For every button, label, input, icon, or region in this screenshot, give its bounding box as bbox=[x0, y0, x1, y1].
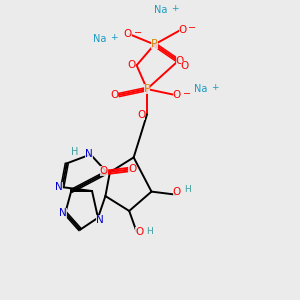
Text: +: + bbox=[211, 83, 218, 92]
Text: −: − bbox=[188, 23, 196, 33]
Text: O: O bbox=[172, 90, 181, 100]
Text: −: − bbox=[183, 88, 191, 98]
Text: O: O bbox=[136, 227, 144, 237]
Text: −: − bbox=[134, 28, 142, 38]
Text: O: O bbox=[128, 164, 136, 174]
Text: N: N bbox=[56, 182, 63, 192]
Text: O: O bbox=[100, 166, 108, 176]
Text: H: H bbox=[184, 185, 191, 194]
Text: O: O bbox=[172, 187, 181, 197]
Text: +: + bbox=[110, 33, 117, 42]
Text: +: + bbox=[171, 4, 178, 13]
Text: O: O bbox=[178, 25, 187, 34]
Text: P: P bbox=[144, 84, 150, 94]
Text: N: N bbox=[96, 215, 103, 225]
Text: O: O bbox=[124, 29, 132, 39]
Text: Na: Na bbox=[194, 84, 207, 94]
Text: P: P bbox=[151, 40, 158, 50]
Text: Na: Na bbox=[93, 34, 106, 44]
Text: O: O bbox=[181, 61, 189, 71]
Text: O: O bbox=[127, 60, 135, 70]
Text: N: N bbox=[59, 208, 67, 218]
Text: N: N bbox=[85, 149, 93, 159]
Text: H: H bbox=[71, 147, 79, 157]
Text: O: O bbox=[110, 90, 118, 100]
Text: Na: Na bbox=[154, 5, 167, 15]
Text: O: O bbox=[176, 56, 184, 66]
Text: H: H bbox=[146, 227, 152, 236]
Text: O: O bbox=[137, 110, 145, 120]
